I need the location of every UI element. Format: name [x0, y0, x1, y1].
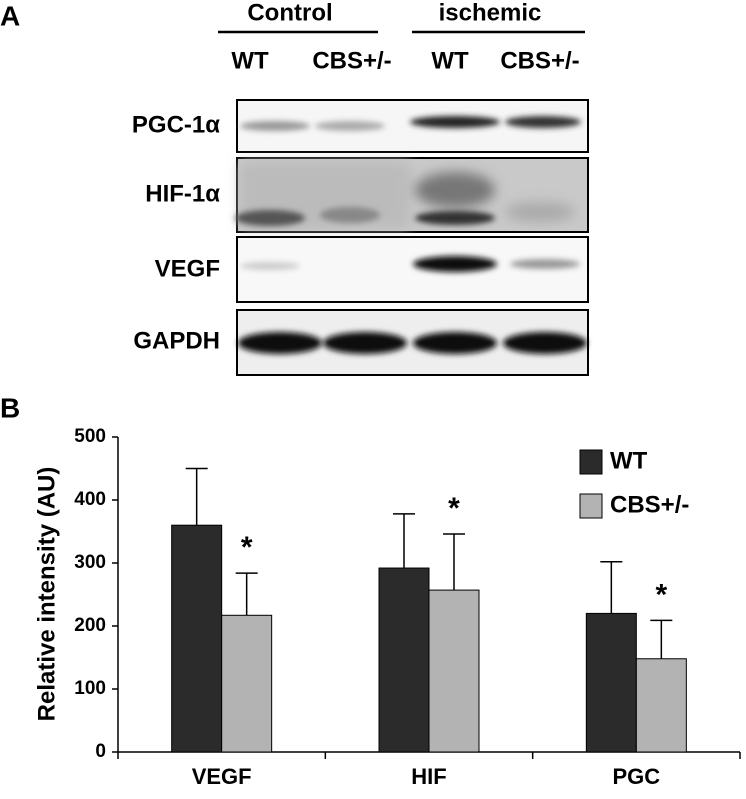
significance-mark: * [241, 531, 253, 564]
row-label: PGC-1α [132, 111, 220, 138]
legend-label: WT [610, 447, 648, 474]
panel-label: A [0, 0, 20, 31]
legend-swatch [579, 493, 603, 519]
group-label: ischemic [439, 0, 542, 26]
x-tick-label: HIF [411, 764, 446, 789]
lane-label: WT [431, 47, 469, 74]
lane-label: CBS+/- [500, 47, 579, 74]
lane-label: WT [231, 47, 269, 74]
group-label: Control [247, 0, 332, 26]
row-label: HIF-1α [145, 180, 220, 207]
significance-mark: * [655, 578, 667, 611]
panel-label: B [0, 392, 20, 423]
y-tick-label: 200 [74, 615, 106, 636]
y-tick-label: 300 [74, 552, 106, 573]
bar [221, 614, 273, 753]
x-tick-label: VEGF [192, 764, 252, 789]
blot [235, 99, 589, 376]
bar [585, 612, 637, 753]
y-tick-label: 100 [74, 678, 106, 699]
row-label: GAPDH [133, 327, 220, 354]
y-tick-label: 500 [74, 426, 106, 447]
bar [428, 589, 480, 753]
legend-swatch [579, 449, 603, 475]
legend-label: CBS+/- [610, 491, 689, 518]
y-tick-label: 0 [95, 741, 106, 762]
lane-label: CBS+/- [312, 47, 391, 74]
y-tick-label: 400 [74, 489, 106, 510]
y-axis-label: Relative intensity (AU) [33, 467, 60, 722]
row-label: VEGF [155, 255, 220, 282]
x-tick-label: PGC [612, 764, 660, 789]
bar [171, 524, 223, 753]
bar [378, 567, 430, 753]
significance-mark: * [448, 492, 460, 525]
bar [635, 658, 687, 753]
